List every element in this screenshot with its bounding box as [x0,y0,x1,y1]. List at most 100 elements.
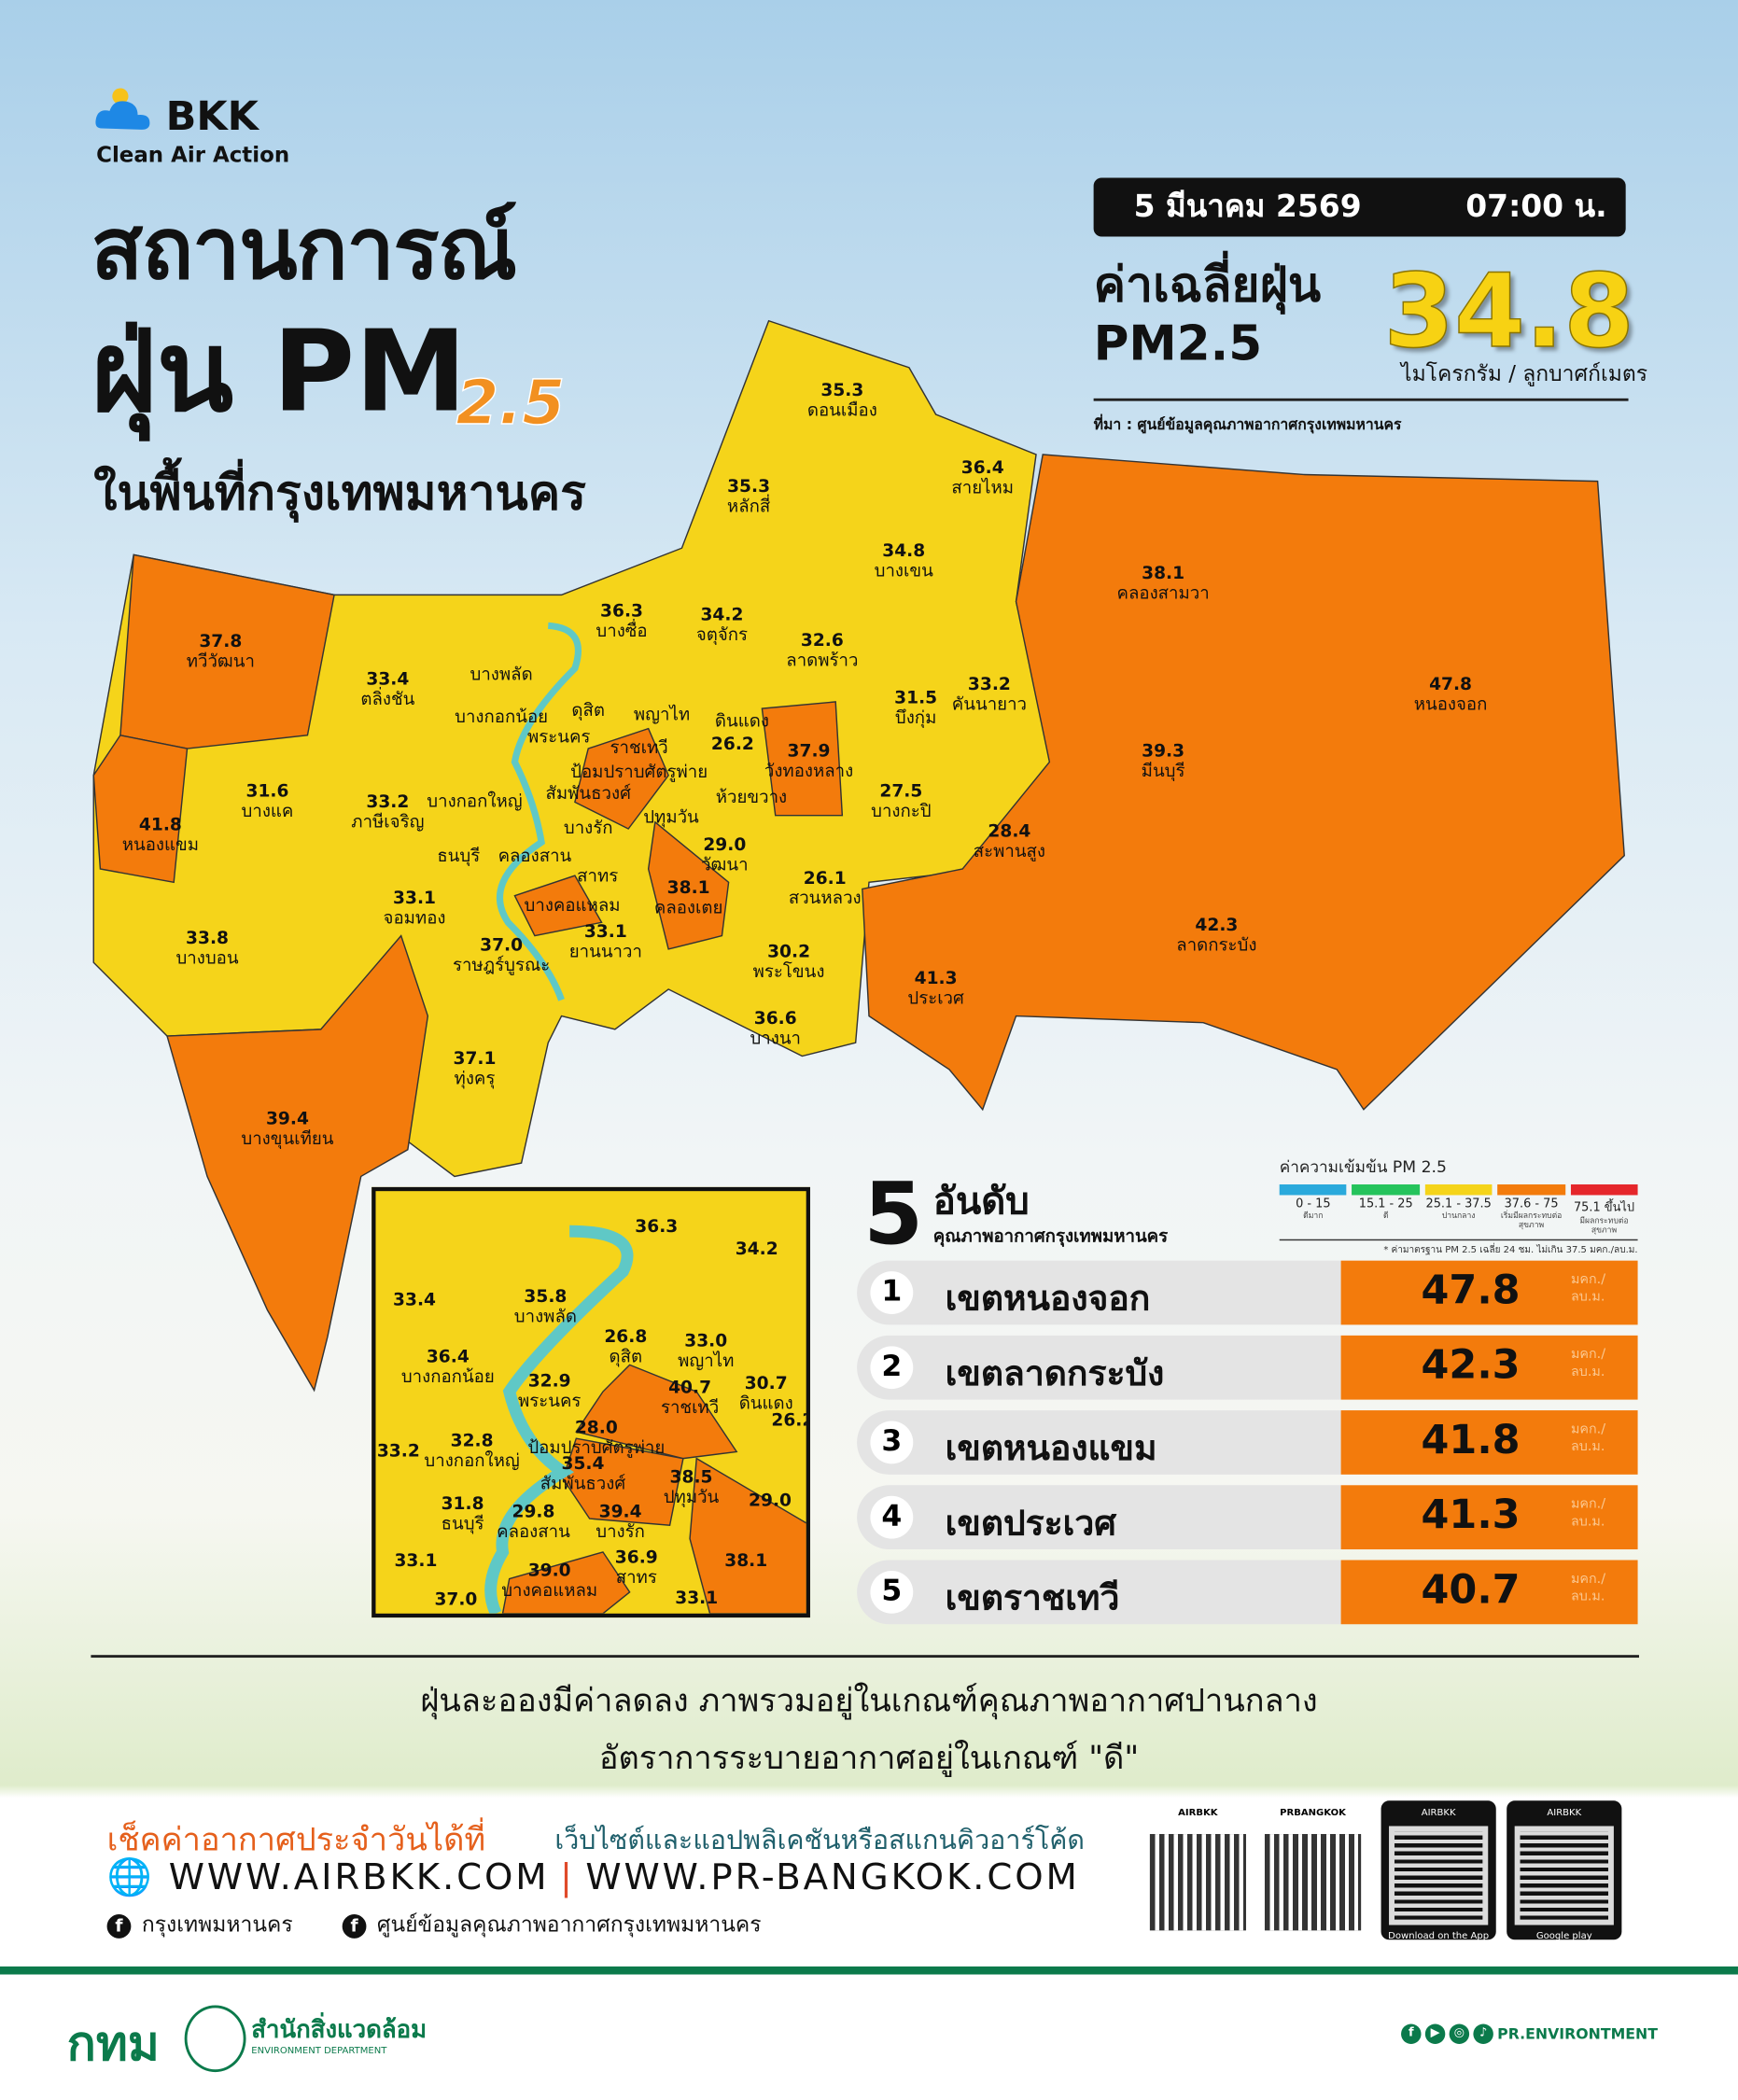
instagram-icon[interactable]: ◎ [1449,2023,1470,2044]
inset-district-label: 38.5 ปทุมวัน [664,1468,720,1508]
qr-code-icon [1389,1826,1489,1925]
qr-prbangkok[interactable]: PRBANGKOK [1264,1807,1362,1931]
map-district-label: 38.1 คลองเตย [654,878,723,918]
district-name: พญาไท [633,705,691,726]
district-name: พญาไท [678,1351,735,1372]
district-name: วัฒนา [701,855,749,876]
unit: มคก./ ลบ.ม. [1571,1421,1605,1456]
district-name: ประเวศ [907,988,964,1010]
inset-district-label: 29.8 คลองสาน [497,1503,570,1543]
app-store-qr[interactable]: AIRBKK Download on the App Store [1381,1800,1496,1952]
facebook-bangkok-label: กรุงเทพมหานคร [141,1911,293,1938]
district-name: หลักสี่ [726,497,771,518]
divider [91,1655,1639,1658]
district-name: ดินแดง [738,1393,793,1415]
inset-district-label: 33.4 [393,1291,436,1310]
youtube-icon[interactable]: ▶ [1424,2023,1446,2044]
qr-airbkk[interactable]: AIRBKK [1149,1807,1246,1931]
facebook-icon[interactable]: f [1401,2023,1422,2044]
facebook-bangkok[interactable]: f กรุงเทพมหานคร [106,1909,293,1942]
district-name: ดอนเมือง [806,400,877,422]
unit-line2: ลบ.ม. [1570,1514,1605,1530]
department-name-th: สำนักสิ่งแวดล้อม [251,2015,427,2044]
map-district-label: 26.1 สวนหลวง [789,869,862,909]
pm25-value: 41.8 [1421,1417,1521,1464]
district-value: 31.5 [894,688,938,709]
map-district-label: พญาไท [634,706,690,725]
map-district-label: 38.1 คลองสามวา [1117,564,1210,604]
inset-district-label: 39.4 บางรัก [596,1503,645,1543]
inset-district-label: 33.1 [675,1589,718,1608]
average-label-line1: ค่าเฉลี่ยฝุ่น [1093,258,1322,314]
district-value: 39.3 [1142,741,1185,763]
district-name: พระโขนง [752,962,825,983]
rank-badge: 5 [870,1570,914,1614]
tiktok-icon[interactable]: ♪ [1473,2023,1493,2044]
district-value: 27.5 [879,781,923,803]
map-district-label: 34.8 บางเขน [875,541,933,581]
district-value: 40.7 [668,1378,712,1399]
district-name: บางแค [241,802,294,822]
legend-color-swatch [1279,1184,1347,1196]
district-value: 42.3 [1195,916,1239,936]
airbkk-link[interactable]: WWW.AIRBKK.COM [168,1856,550,1898]
qr-code-icon [1264,1834,1362,1931]
legend-description: มีผลกระทบต่อสุขภาพ [1579,1216,1629,1236]
facebook-air-center[interactable]: f ศูนย์ข้อมูลคุณภาพอากาศกรุงเทพมหานคร [342,1909,762,1942]
district-name: บางเขน [874,561,933,582]
district-value: 37.8 [199,632,243,652]
district-name: ปทุมวัน [663,1488,720,1508]
pm25-legend: ค่าความเข้มข้น PM 2.5 0 - 15 ดีมาก 15.1 - … [1279,1155,1638,1258]
district-name: เขตประเวศ [945,1504,1116,1545]
district-value: 33.2 [366,792,410,813]
google-play-qr[interactable]: AIRBKK Google play [1507,1800,1622,1941]
top5-row: 4 เขตประเวศ 41.3 มคก./ ลบ.ม. [857,1485,1638,1550]
inset-district-label: 36.9 สาทร [615,1548,658,1589]
qr-code-icon [1514,1826,1614,1925]
district-name: มีนบุรี [1141,762,1185,782]
top5-row: 5 เขตราชเทวี 40.7 มคก./ลบ.ม. [857,1560,1638,1625]
map-district-label: 42.3 ลาดกระบัง [1176,916,1256,956]
pr-bangkok-link[interactable]: WWW.PR-BANGKOK.COM [585,1856,1080,1898]
district-name: บางพลัด [513,1307,577,1328]
map-district-label: 37.0 ราษฎร์บูรณะ [453,936,550,976]
district-name: สวนหลวง [788,889,862,909]
map-district-label: 29.0 วัฒนา [701,835,748,875]
district-value: 36.3 [600,601,643,623]
rank-badge: 4 [870,1495,914,1539]
inset-district-label: 31.8 ธนบุรี [442,1494,484,1534]
map-district-label: 47.8 หนองจอก [1414,675,1488,715]
district-value: 39.0 [527,1561,571,1582]
district-name: สะพานสูง [973,842,1046,862]
district-name: จอมทอง [383,908,446,930]
check-description: เว็บไซต์และแอปพลิเคชันหรือสแกนคิวอาร์โค้… [554,1823,1086,1856]
district-name: เขตหนองจอก [945,1279,1151,1320]
source-text: ที่มา : ศูนย์ข้อมูลคุณภาพอากาศกรุงเทพมหา… [1093,415,1402,434]
district-name: ตลิ่งชัน [360,690,415,710]
district-value: 36.4 [960,458,1004,479]
district-value: 36.4 [426,1347,470,1368]
map-district-label: 41.3 ประเวศ [907,969,963,1009]
district-name: ราชเทวี [660,1398,720,1419]
district-name: ดินแดง [714,711,769,733]
map-district-label: สาทร [577,867,618,887]
legend-range: 0 - 15 [1296,1197,1331,1211]
legend-description: ดีมาก [1303,1211,1324,1221]
map-district-label: 39.3 มีนบุรี [1142,742,1185,782]
district-name: บางรัก [596,1522,645,1543]
qr-label: AIRBKK [1178,1807,1218,1818]
qr-label: PRBANGKOK [1280,1807,1346,1818]
bma-logo-text: กทม [66,2017,160,2073]
cloud-sun-logo-icon [95,88,150,130]
district-value: 41.8 [138,815,182,836]
district-name: ห้วยขวาง [715,788,788,808]
district-name: คลองสาน [497,1522,570,1543]
pm25-value: 42.3 [1421,1342,1521,1390]
pm25-value: 41.3 [1421,1491,1521,1539]
title-line-2: ฝุ่น PM2.5 [91,281,575,460]
legend-item: 75.1 ขึ้นไป มีผลกระทบต่อสุขภาพ [1570,1184,1638,1236]
district-value: 26.8 [604,1327,648,1348]
map-district-label: 33.2 ภาษีเจริญ [351,792,424,833]
district-value: 30.7 [744,1374,788,1394]
district-name: บางกอกน้อย [455,707,549,728]
